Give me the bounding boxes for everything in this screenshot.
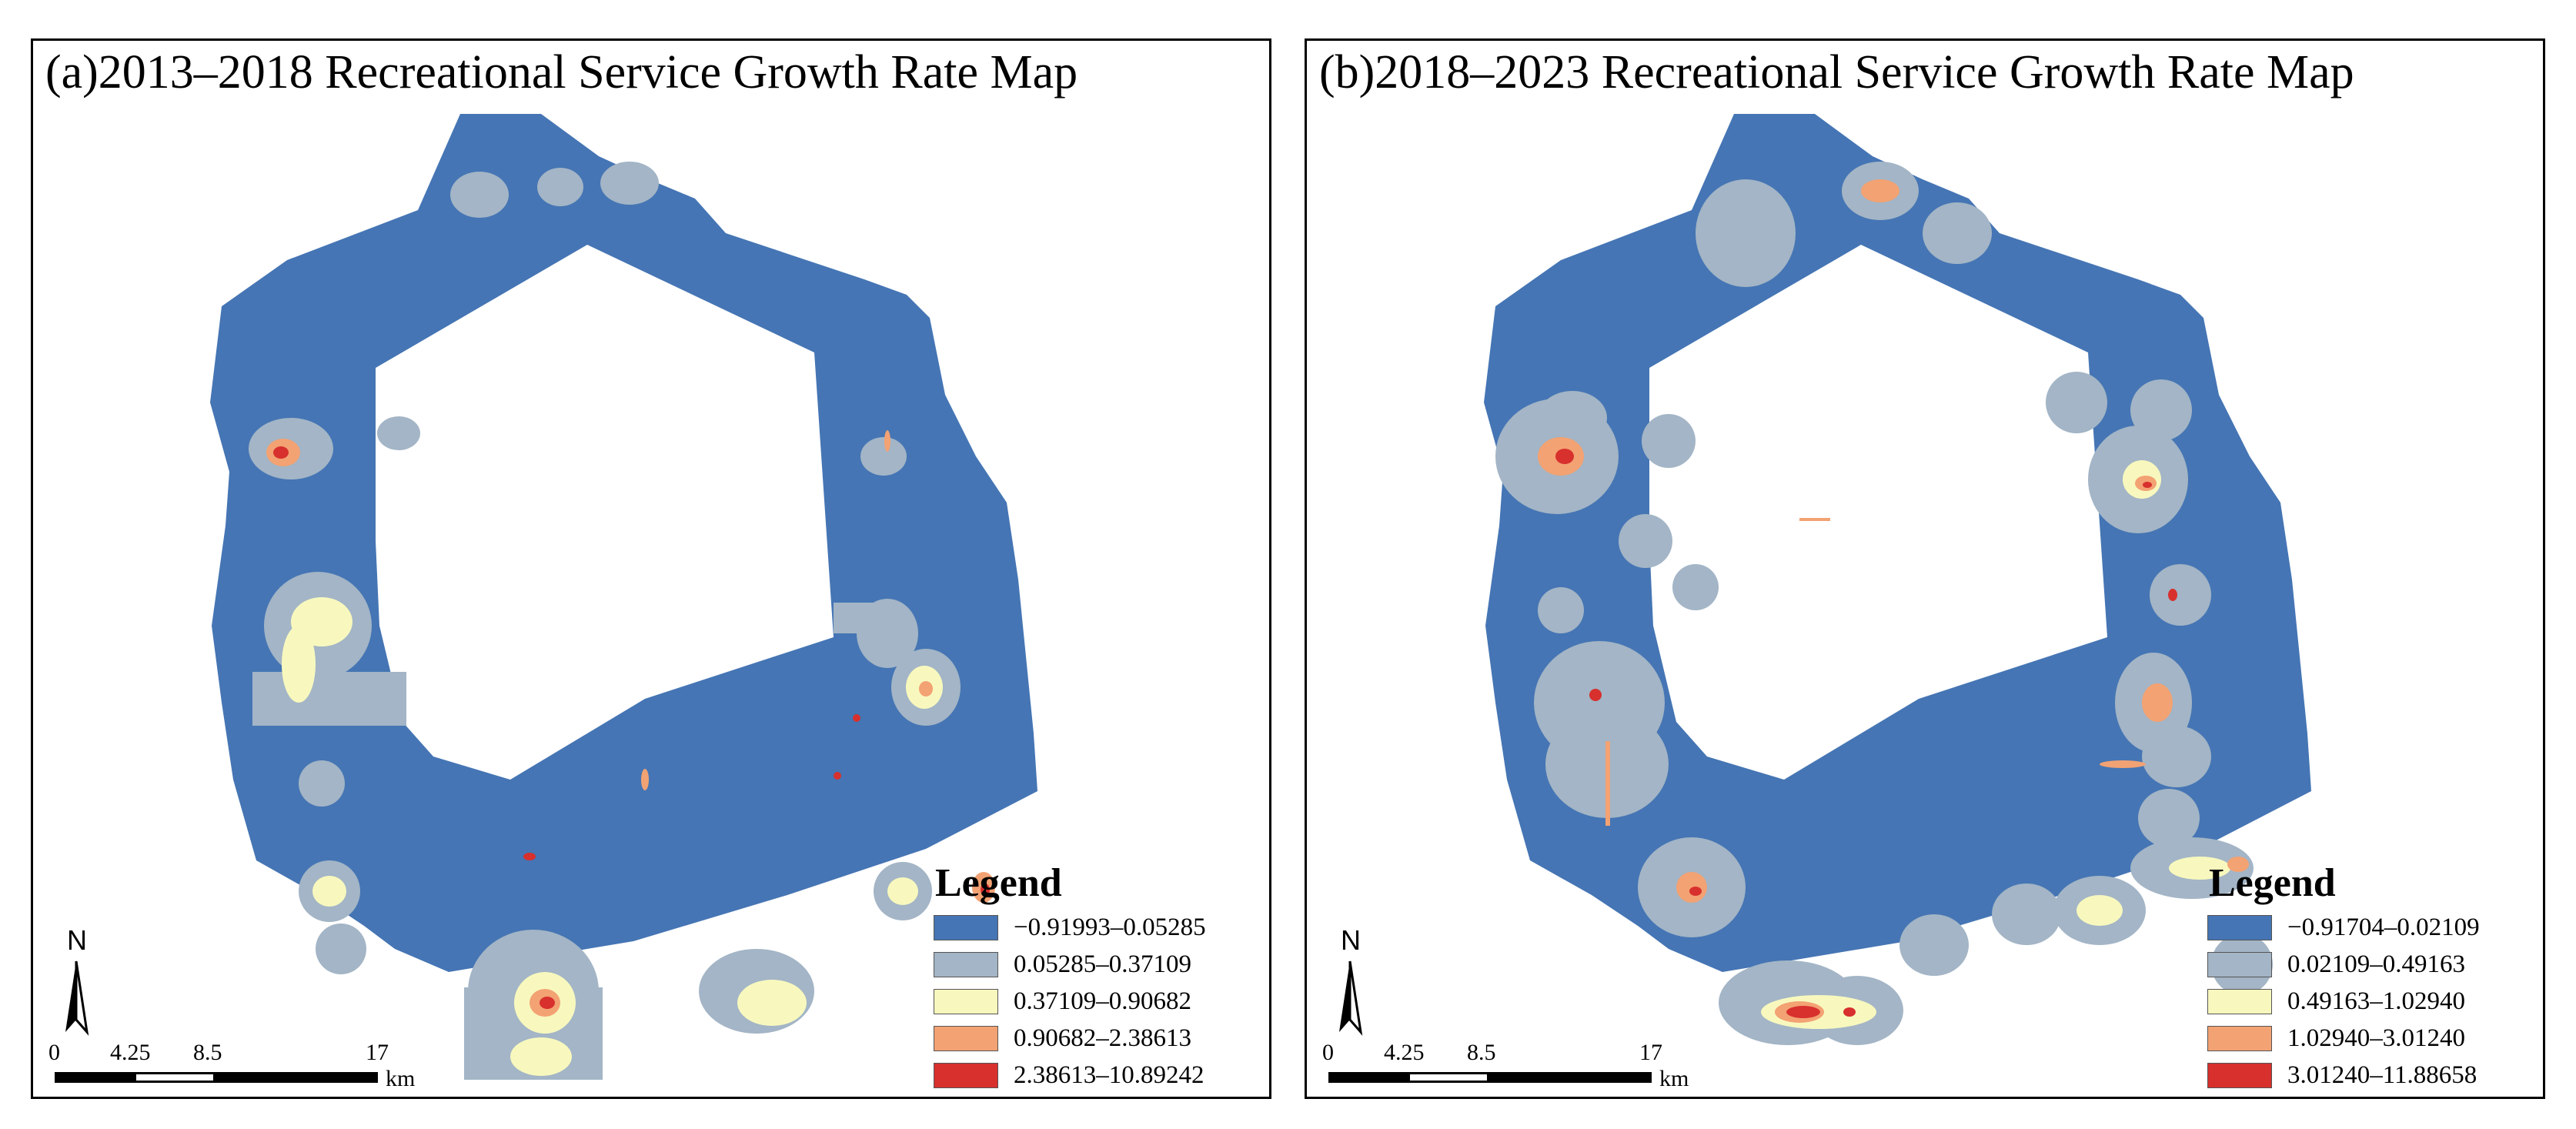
legend-swatch-b-4	[2207, 1025, 2272, 1051]
scale-tick-a-3: 17	[366, 1040, 389, 1065]
legend-label-a-1: −0.91993–0.05285	[1014, 913, 1206, 941]
north-label-b: N	[1341, 924, 1361, 956]
scale-tick-b-0: 0	[1322, 1040, 1334, 1065]
north-arrow-icon	[1339, 960, 1363, 1036]
scale-unit-a: km	[386, 1066, 416, 1091]
legend-title-a: Legend	[935, 861, 1062, 905]
growth-class-zones-b	[1495, 162, 2273, 1045]
legend-item-a-5: 2.38613–10.89242	[934, 1057, 1206, 1094]
growth-class-zones-a	[249, 162, 995, 1080]
legend-label-a-5: 2.38613–10.89242	[1014, 1061, 1204, 1089]
scale-tick-a-1: 4.25	[110, 1040, 151, 1065]
north-arrow-b: N	[1327, 924, 1381, 1063]
legend-swatch-b-1	[2207, 914, 2272, 940]
legend-item-a-1: −0.91993–0.05285	[934, 909, 1206, 946]
growth-map-a	[210, 114, 1037, 1080]
legend-swatch-b-3	[2207, 988, 2272, 1014]
legend-label-b-4: 1.02940–3.01240	[2287, 1024, 2465, 1052]
scale-bar-a: 0 4.25 8.5 17 km	[48, 1040, 486, 1091]
scale-seg-a-2	[134, 1072, 216, 1083]
legend-item-b-4: 1.02940–3.01240	[2207, 1020, 2480, 1057]
legend-swatch-a-2	[934, 951, 998, 977]
legend-label-a-3: 0.37109–0.90682	[1014, 987, 1191, 1015]
legend-swatch-a-1	[934, 914, 998, 940]
growth-map-b	[1484, 114, 2311, 1045]
legend-item-a-4: 0.90682–2.38613	[934, 1020, 1206, 1057]
study-area-ring-a	[210, 114, 1037, 972]
scale-tick-b-3: 17	[1639, 1040, 1662, 1065]
north-arrow-icon	[65, 960, 89, 1036]
legend-label-a-2: 0.05285–0.37109	[1014, 950, 1191, 978]
scale-tick-a-0: 0	[48, 1040, 60, 1065]
legend-item-a-3: 0.37109–0.90682	[934, 983, 1206, 1020]
scale-seg-b-2	[1408, 1072, 1489, 1083]
legend-item-b-5: 3.01240–11.88658	[2207, 1057, 2480, 1094]
scale-seg-a-3	[213, 1072, 378, 1083]
map-panel-b: (b)2018–2023 Recreational Service Growth…	[1305, 38, 2545, 1099]
north-arrow-a: N	[53, 924, 107, 1063]
map-title-b: (b)2018–2023 Recreational Service Growth…	[1319, 46, 2354, 99]
legend-item-a-2: 0.05285–0.37109	[934, 946, 1206, 983]
legend-title-b: Legend	[2209, 861, 2336, 905]
scale-tick-b-2: 8.5	[1467, 1040, 1496, 1065]
scale-tick-b-1: 4.25	[1384, 1040, 1425, 1065]
scale-seg-b-1	[1328, 1072, 1410, 1083]
scale-seg-a-1	[55, 1072, 136, 1083]
legend-a: Legend −0.91993–0.05285 0.05285–0.37109 …	[934, 860, 1206, 1094]
north-label-a: N	[67, 924, 87, 956]
scale-tick-a-2: 8.5	[193, 1040, 222, 1065]
legend-swatch-b-2	[2207, 951, 2272, 977]
legend-swatch-b-5	[2207, 1062, 2272, 1088]
study-area-ring-b	[1484, 114, 2311, 972]
legend-label-b-5: 3.01240–11.88658	[2287, 1061, 2477, 1089]
scale-seg-b-3	[1487, 1072, 1652, 1083]
legend-label-b-1: −0.91704–0.02109	[2287, 913, 2480, 941]
scale-bar-b: 0 4.25 8.5 17 km	[1322, 1040, 1759, 1091]
legend-label-a-4: 0.90682–2.38613	[1014, 1024, 1191, 1052]
legend-swatch-a-5	[934, 1062, 998, 1088]
legend-label-b-2: 0.02109–0.49163	[2287, 950, 2465, 978]
legend-item-b-2: 0.02109–0.49163	[2207, 946, 2480, 983]
map-panel-a: (a)2013–2018 Recreational Service Growth…	[31, 38, 1271, 1099]
legend-swatch-a-3	[934, 988, 998, 1014]
scale-unit-b: km	[1659, 1066, 1689, 1091]
legend-item-b-1: −0.91704–0.02109	[2207, 909, 2480, 946]
legend-item-b-3: 0.49163–1.02940	[2207, 983, 2480, 1020]
legend-label-b-3: 0.49163–1.02940	[2287, 987, 2465, 1015]
map-title-a: (a)2013–2018 Recreational Service Growth…	[45, 46, 1078, 99]
legend-swatch-a-4	[934, 1025, 998, 1051]
legend-b: Legend −0.91704–0.02109 0.02109–0.49163 …	[2207, 860, 2480, 1094]
